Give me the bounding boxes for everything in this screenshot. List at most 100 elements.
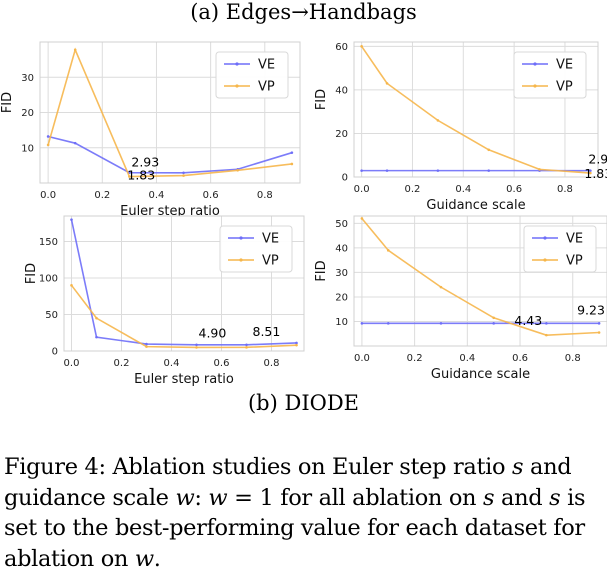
data-point-vp [236,169,240,172]
x-tick-label: 0.0 [354,353,370,364]
x-tick-label: 0.2 [405,184,421,195]
data-point-ve [545,322,548,325]
legend: VE VP [523,225,597,273]
data-point-vp [589,171,592,175]
chart-diode-guidance: 0.0 0.2 0.4 0.6 0.8 10 20 30 40 50 Guidance scale F… [306,214,607,384]
data-point-ve [597,322,601,325]
x-tick-label: 0.6 [203,190,219,201]
caption-variable: w [175,484,195,511]
series-line-ve [47,135,293,174]
section-a-title: (a) Edges→Handbags [190,0,417,24]
plot-frame [63,215,305,352]
plot-frame [39,41,301,184]
plot-frame [353,41,599,178]
y-axis-label: FID [314,260,329,281]
value-annotation: 2.93 [588,152,607,167]
section-b-title: (b) DIODE [247,391,360,415]
chart-svg: 0.0 0.2 0.4 0.6 0.8 10 20 30 40 50 Guidance scale F… [314,215,607,382]
x-axis-label: Guidance scale [426,198,525,213]
caption-variable: w [134,545,154,572]
x-tick-label: 0.4 [149,190,165,201]
data-point-vp [386,249,390,252]
caption-text: and guidance scale [4,454,572,511]
x-tick-label: 0.8 [565,353,581,364]
data-point-ve [439,322,443,325]
legend-marker-ve [239,236,243,240]
data-point-vp [436,119,440,122]
chart-diode-euler: 0.0 0.2 0.4 0.6 0.8 0 50 100 150 Euler step ratio… [0,214,305,387]
x-tick-label: 0.0 [64,358,80,369]
legend-box [219,225,293,273]
data-point-vp [295,343,298,347]
value-annotation: 1.83 [584,166,607,181]
series-line-vp [47,47,292,178]
value-annotation: 2.93 [131,155,159,170]
value-annotation: 8.51 [253,324,281,339]
x-tick-label: 0.8 [257,190,273,201]
data-point-vp [597,331,601,334]
data-point-ve [70,218,73,221]
y-tick-label: 20 [335,292,348,303]
data-point-ve [195,343,198,347]
legend-label-vp: VP [566,254,583,269]
data-point-ve [145,342,148,346]
legend-label-vp: VP [262,254,279,269]
data-point-vp [439,285,443,289]
data-point-ve [73,141,77,145]
series-line-vp [70,284,297,349]
legend-marker-vp [235,84,239,88]
x-tick-label: 0.6 [214,358,230,369]
plot-frame [353,215,607,347]
y-axis-label: FID [314,89,329,110]
data-point-ve [487,169,491,172]
caption-variable: w [208,484,228,511]
x-axis-label: Euler step ratio [134,372,234,387]
y-tick-label: 0 [342,173,348,184]
series-line-ve [70,219,297,346]
legend-label-ve: VE [556,58,573,73]
y-tick-label: 20 [21,108,34,119]
caption-text: Figure 4: Ablation studies on Euler step… [4,454,512,480]
data-point-ve [360,169,363,172]
y-tick-label: 30 [21,73,34,84]
y-axis-label: FID [0,92,15,113]
legend-label-ve: VE [258,58,275,73]
figure-caption: Figure 4: Ablation studies on Euler step… [4,452,604,574]
data-point-vp [195,346,198,349]
caption-text: = 1 for all ablation on [227,484,484,511]
data-point-vp [95,316,98,320]
value-annotation: 9.23 [577,302,605,317]
data-point-vp [360,217,364,220]
legend-label-vp: VP [258,80,275,95]
y-tick-label: 40 [335,85,348,96]
value-annotation: 4.90 [199,325,227,340]
y-tick-label: 10 [21,143,34,154]
data-point-vp [128,175,131,178]
x-tick-label: 0.0 [40,190,56,201]
value-annotation: 1.83 [127,168,155,183]
data-point-vp [545,333,548,337]
value-annotation: 4.43 [514,313,542,328]
caption-variable: s [483,484,495,511]
x-tick-label: 0.2 [114,358,130,369]
data-point-vp [182,174,185,177]
data-point-vp [46,143,50,147]
x-tick-label: 0.8 [557,184,573,195]
legend-label-ve: VE [262,232,279,247]
data-point-vp [487,148,491,152]
legend-marker-vp [533,84,537,88]
chart-svg: 0.0 0.2 0.4 0.6 0.8 0 20 40 60 Guidance scale FID 2… [314,41,607,213]
legend-marker-ve [235,62,239,66]
caption-text: : [194,484,209,511]
legend-box [523,225,597,273]
data-point-ve [385,169,389,172]
data-point-vp [360,45,363,48]
data-point-ve [290,151,294,154]
y-tick-label: 150 [39,237,58,248]
y-tick-label: 50 [45,310,58,321]
data-point-vp [538,168,541,171]
x-tick-label: 0.6 [512,353,528,364]
y-tick-label: 50 [335,219,348,230]
x-tick-label: 0.0 [354,184,370,195]
x-axis-label: Guidance scale [431,367,530,382]
